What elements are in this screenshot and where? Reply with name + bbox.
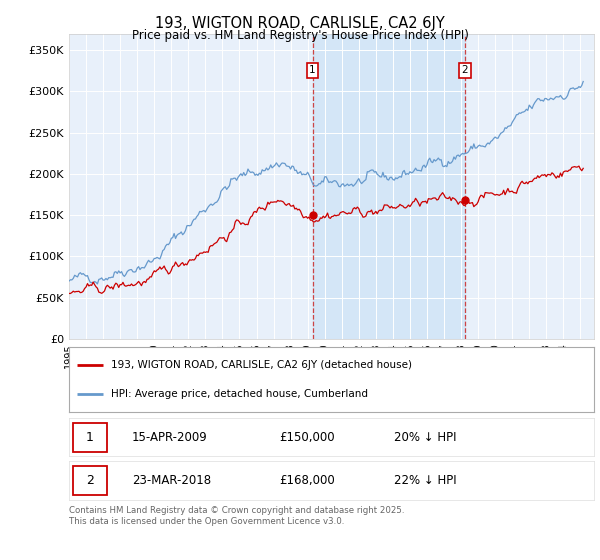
Text: 1: 1 [86, 431, 94, 444]
Text: 15-APR-2009: 15-APR-2009 [132, 431, 208, 444]
Text: £150,000: £150,000 [279, 431, 335, 444]
Text: 193, WIGTON ROAD, CARLISLE, CA2 6JY (detached house): 193, WIGTON ROAD, CARLISLE, CA2 6JY (det… [111, 360, 412, 370]
Text: 193, WIGTON ROAD, CARLISLE, CA2 6JY: 193, WIGTON ROAD, CARLISLE, CA2 6JY [155, 16, 445, 31]
Text: 2: 2 [86, 474, 94, 487]
Text: 1: 1 [309, 65, 316, 75]
FancyBboxPatch shape [73, 466, 107, 495]
Bar [313, 34, 465, 339]
Text: £168,000: £168,000 [279, 474, 335, 487]
Text: HPI: Average price, detached house, Cumberland: HPI: Average price, detached house, Cumb… [111, 389, 368, 399]
Text: 22% ↓ HPI: 22% ↓ HPI [395, 474, 457, 487]
Text: 20% ↓ HPI: 20% ↓ HPI [395, 431, 457, 444]
FancyBboxPatch shape [73, 423, 107, 452]
Text: 23-MAR-2018: 23-MAR-2018 [132, 474, 211, 487]
Text: Price paid vs. HM Land Registry's House Price Index (HPI): Price paid vs. HM Land Registry's House … [131, 29, 469, 42]
Text: Contains HM Land Registry data © Crown copyright and database right 2025.
This d: Contains HM Land Registry data © Crown c… [69, 506, 404, 526]
Text: 2: 2 [461, 65, 468, 75]
